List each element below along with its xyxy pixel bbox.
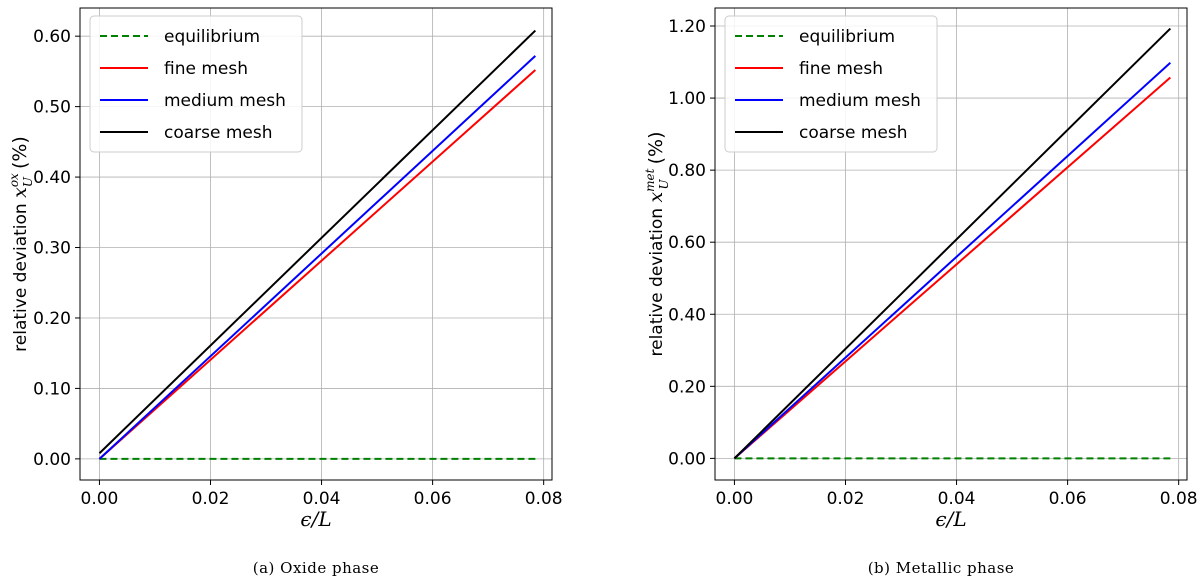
series-line-medium-mesh xyxy=(733,62,1172,460)
legend-label: fine mesh xyxy=(799,59,883,79)
series-line-coarse-mesh xyxy=(733,27,1172,460)
legend-box xyxy=(724,15,938,153)
x-tick-label: 0.08 xyxy=(525,489,563,509)
panel-oxide-phase: 0.00 0.02 0.04 0.06 0.08 0.00 0.10 0.20 0.30 0.40… xyxy=(7,7,563,577)
legend-label: equilibrium xyxy=(799,27,895,47)
axes-frame xyxy=(79,7,553,481)
y-tick-label: 0.40 xyxy=(668,305,706,325)
y-axis-label: relative deviation xmetU(%) xyxy=(643,132,671,357)
legend-label: coarse mesh xyxy=(164,123,273,143)
y-tick-label: 0.00 xyxy=(33,450,71,470)
x-tick-label: 0.02 xyxy=(192,489,230,509)
x-tick-label: 0.04 xyxy=(938,489,976,509)
y-tick-label: 0.60 xyxy=(668,233,706,253)
y-tick-label: 1.00 xyxy=(668,89,706,109)
legend-label: fine mesh xyxy=(164,59,248,79)
x-tick-label: 0.00 xyxy=(716,489,754,509)
legend-label: medium mesh xyxy=(799,91,921,111)
axes-frame xyxy=(714,7,1188,481)
y-axis-label: relative deviation xoxU(%) xyxy=(7,136,35,352)
legend-box xyxy=(89,15,303,153)
series-line-fine-mesh xyxy=(98,69,537,460)
y-tick-label: 0.40 xyxy=(33,168,71,188)
y-tick-label: 0.20 xyxy=(668,377,706,397)
x-tick-label: 0.06 xyxy=(414,489,452,509)
x-tick-label: 0.00 xyxy=(81,489,119,509)
y-tick-label: 0.10 xyxy=(33,379,71,399)
series-line-coarse-mesh xyxy=(98,29,537,454)
y-tick-label: 0.00 xyxy=(668,449,706,469)
x-axis-label: ϵ/L xyxy=(300,507,331,531)
y-tick-label: 0.50 xyxy=(33,98,71,118)
x-tick-label: 0.04 xyxy=(303,489,341,509)
x-tick-label: 0.02 xyxy=(827,489,865,509)
legend-label: medium mesh xyxy=(164,91,286,111)
figure-caption: (b) Metallic phase xyxy=(868,559,1015,577)
series-line-fine-mesh xyxy=(733,76,1171,460)
x-tick-label: 0.06 xyxy=(1049,489,1087,509)
legend-label: equilibrium xyxy=(164,27,260,47)
legend-label: coarse mesh xyxy=(799,123,908,143)
y-tick-label: 0.60 xyxy=(33,27,71,47)
x-tick-label: 0.08 xyxy=(1160,489,1197,509)
x-axis-label: ϵ/L xyxy=(935,507,966,531)
y-tick-label: 1.20 xyxy=(668,17,706,37)
y-tick-label: 0.20 xyxy=(33,309,71,329)
y-tick-label: 0.30 xyxy=(33,239,71,259)
panel-metallic-phase: 0.00 0.02 0.04 0.06 0.08 0.00 0.20 0.40 0.60 0.80… xyxy=(643,7,1197,577)
figure-caption: (a) Oxide phase xyxy=(253,559,380,577)
series-line-medium-mesh xyxy=(98,55,537,460)
y-tick-label: 0.80 xyxy=(668,161,706,181)
